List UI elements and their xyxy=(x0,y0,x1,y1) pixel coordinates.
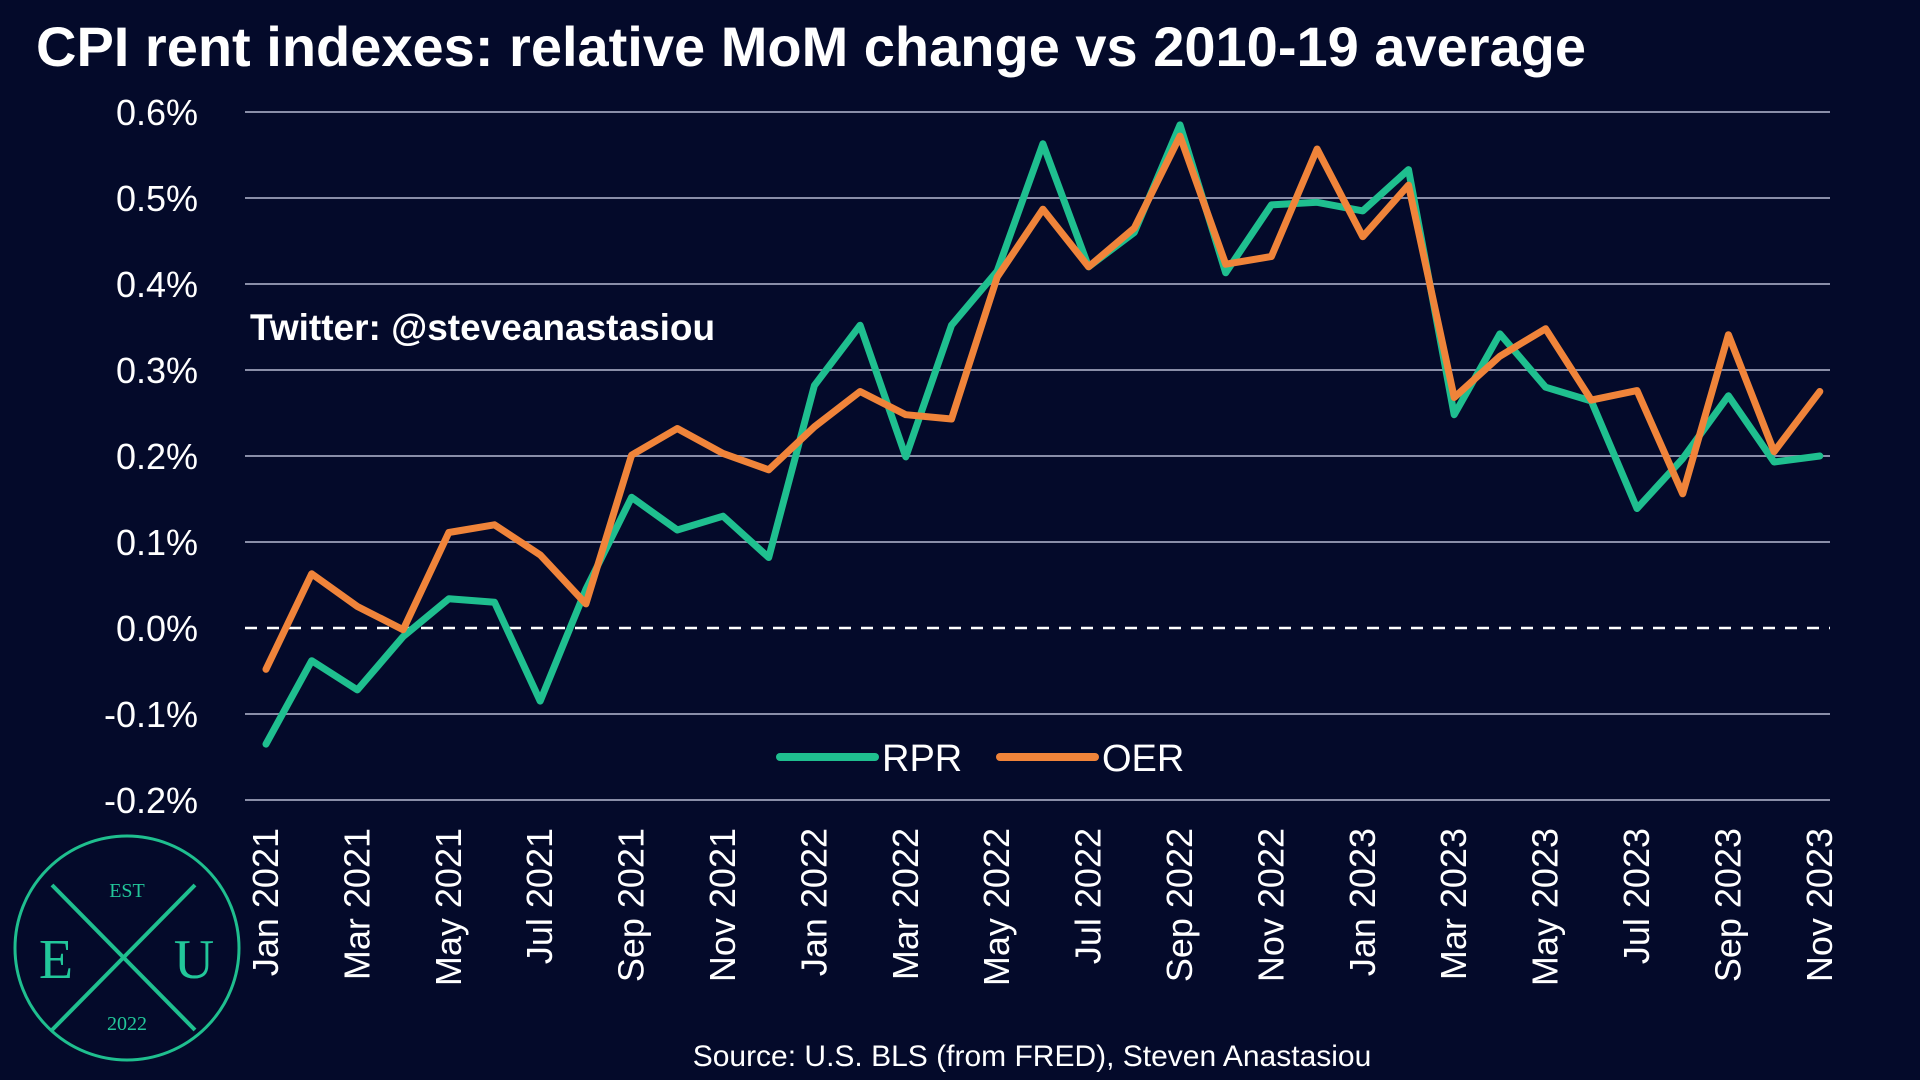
logo-letter-x: X xyxy=(127,977,128,979)
legend: RPR OER xyxy=(776,738,1184,780)
legend-label-oer: OER xyxy=(1102,738,1184,780)
x-tick-label: Mar 2021 xyxy=(336,828,377,980)
series-line-oer xyxy=(262,132,1824,673)
x-tick-label: Sep 2022 xyxy=(1159,828,1200,982)
twitter-watermark: Twitter: @steveanastasiou xyxy=(250,307,715,348)
y-tick-label: 0.1% xyxy=(116,522,198,563)
series-line-rpr xyxy=(262,121,1824,748)
x-tick-label: Jul 2022 xyxy=(1068,828,1109,964)
x-tick-label: Jul 2023 xyxy=(1616,828,1657,964)
logo-cross-stroke-2 xyxy=(50,883,197,1032)
x-tick-label: Nov 2022 xyxy=(1250,828,1291,982)
y-tick-label: 0.0% xyxy=(116,608,198,649)
x-axis-tick-labels: Jan 2021 Mar 2021 May 2021 Jul 2021 Sep 2021… xyxy=(245,828,1840,986)
logo-letter-u: U xyxy=(174,929,214,991)
y-tick-label: -0.1% xyxy=(104,694,198,735)
y-tick-label: 0.5% xyxy=(116,178,198,219)
x-tick-label: Jan 2022 xyxy=(793,828,834,976)
x-tick-label: Mar 2022 xyxy=(885,828,926,980)
y-tick-label: 0.2% xyxy=(116,436,198,477)
y-axis-tick-labels: -0.2% -0.1% 0.0% 0.1% 0.2% 0.3% 0.4% 0.5% 0.6% xyxy=(104,92,198,821)
x-tick-label: Sep 2021 xyxy=(611,828,652,982)
x-tick-label: May 2023 xyxy=(1525,828,1566,986)
x-tick-label: May 2022 xyxy=(976,828,1017,986)
x-tick-label: Jan 2021 xyxy=(245,828,286,976)
logo-letter-e: E xyxy=(39,929,73,991)
source-note: Source: U.S. BLS (from FRED), Steven Ana… xyxy=(693,1040,1372,1073)
x-tick-label: Mar 2023 xyxy=(1433,828,1474,980)
logo-est: EST xyxy=(109,880,145,902)
logo-year: 2022 xyxy=(107,1013,147,1035)
x-tick-label: Jul 2021 xyxy=(519,828,560,964)
y-tick-label: 0.4% xyxy=(116,264,198,305)
legend-label-rpr: RPR xyxy=(882,738,962,780)
eu-logo: EST E X U 2022 xyxy=(13,834,241,1062)
x-tick-label: May 2021 xyxy=(428,828,469,986)
x-tick-label: Nov 2021 xyxy=(702,828,743,982)
y-tick-label: -0.2% xyxy=(104,780,198,821)
series-lines xyxy=(262,121,1824,748)
x-tick-label: Jan 2023 xyxy=(1342,828,1383,976)
logo-ring xyxy=(13,834,241,1062)
x-tick-label: Sep 2023 xyxy=(1707,828,1748,982)
y-tick-label: 0.6% xyxy=(116,92,198,133)
chart-title: CPI rent indexes: relative MoM change vs… xyxy=(36,15,1587,78)
y-tick-label: 0.3% xyxy=(116,350,198,391)
x-tick-label: Nov 2023 xyxy=(1799,828,1840,982)
